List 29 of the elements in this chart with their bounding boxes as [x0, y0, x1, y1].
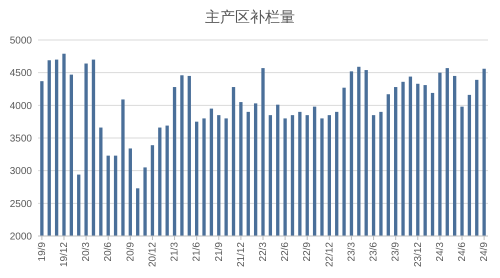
x-tick-label: 23/9: [390, 242, 402, 262]
x-tick-label: 24/3: [434, 242, 446, 262]
x-tick-label: 21/6: [192, 242, 203, 262]
y-tick-label: 2500: [10, 198, 32, 210]
x-tick-label: 21/9: [214, 242, 225, 262]
x-tick-label: 23/12: [412, 242, 424, 268]
x-tick-label: 19/12: [58, 242, 70, 268]
x-tick-label: 22/3: [258, 242, 269, 262]
x-tick-label: 20/3: [81, 242, 92, 262]
y-tick-label: 5000: [10, 36, 32, 46]
x-tick-label: 23/3: [346, 242, 358, 262]
x-tick-label: 20/9: [125, 242, 136, 262]
y-tick-label: 3000: [10, 166, 32, 178]
x-tick-label: 22/6: [280, 242, 292, 262]
x-tick-label: 23/6: [368, 242, 380, 262]
x-tick-label: 24/9: [479, 242, 490, 262]
x-tick-label: 21/12: [236, 242, 247, 268]
chart-title: 主产区补栏量: [205, 8, 295, 26]
y-tick-label: 3500: [10, 134, 32, 144]
x-tick-label: 24/6: [457, 242, 468, 262]
x-tick-label: 22/9: [302, 242, 314, 262]
y-tick-label: 4000: [10, 100, 32, 112]
y-tick-label: 4500: [10, 68, 32, 80]
x-tick-label: 21/3: [170, 242, 181, 262]
x-tick-label: 22/12: [324, 242, 336, 268]
x-tick-label: 19/9: [36, 242, 48, 262]
x-tick-label: 20/6: [103, 242, 114, 262]
y-tick-label: 2000: [10, 232, 32, 242]
x-tick-label: 20/12: [147, 242, 158, 268]
